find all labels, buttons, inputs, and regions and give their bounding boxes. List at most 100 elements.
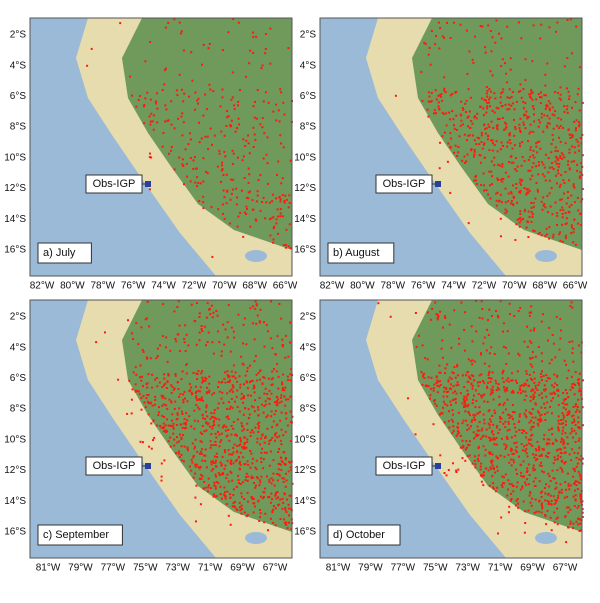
fire-pixel	[569, 388, 572, 391]
fire-pixel	[491, 459, 494, 462]
fire-pixel	[499, 178, 502, 181]
fire-pixel	[196, 302, 198, 304]
fire-pixel	[287, 503, 290, 506]
fire-pixel	[539, 102, 542, 105]
fire-pixel	[580, 529, 583, 532]
fire-pixel	[511, 404, 514, 406]
fire-pixel	[531, 213, 534, 216]
fire-pixel	[239, 443, 242, 446]
lon-tick-label: 72°W	[182, 281, 207, 292]
fire-pixel	[461, 374, 464, 377]
fire-pixel	[202, 195, 205, 198]
fire-pixel	[193, 447, 196, 450]
fire-pixel	[439, 413, 441, 416]
fire-pixel	[253, 410, 256, 413]
fire-pixel	[421, 344, 424, 347]
fire-pixel	[563, 398, 566, 401]
fire-pixel	[247, 408, 250, 411]
fire-pixel	[527, 210, 530, 213]
fire-pixel	[242, 342, 244, 345]
fire-pixel	[567, 511, 570, 514]
fire-pixel	[502, 369, 505, 372]
fire-pixel	[231, 149, 234, 152]
fire-pixel	[255, 303, 258, 306]
fire-pixel	[260, 461, 263, 464]
fire-pixel	[162, 427, 165, 430]
fire-pixel	[269, 450, 272, 453]
fire-pixel	[232, 462, 235, 465]
fire-pixel	[193, 427, 196, 430]
fire-pixel	[237, 313, 240, 316]
fire-pixel	[232, 18, 235, 20]
fire-pixel	[545, 233, 548, 236]
fire-pixel	[233, 104, 236, 107]
fire-pixel	[443, 386, 446, 389]
fire-pixel	[506, 96, 509, 99]
fire-pixel	[525, 436, 527, 439]
fire-pixel	[506, 81, 509, 84]
fire-pixel	[572, 467, 575, 470]
fire-pixel	[514, 128, 517, 131]
station-marker	[145, 463, 151, 469]
fire-pixel	[537, 173, 540, 176]
fire-pixel	[213, 412, 216, 415]
fire-pixel	[457, 383, 460, 386]
fire-pixel	[488, 184, 491, 187]
fire-pixel	[511, 203, 514, 205]
fire-pixel	[563, 110, 566, 113]
fire-pixel	[167, 374, 170, 377]
fire-pixel	[564, 432, 567, 435]
fire-pixel	[284, 509, 287, 512]
fire-pixel	[242, 363, 245, 366]
fire-pixel	[284, 246, 287, 249]
fire-pixel	[530, 419, 532, 422]
fire-pixel	[468, 440, 471, 443]
fire-pixel	[235, 508, 238, 511]
fire-pixel	[164, 346, 167, 349]
fire-pixel	[281, 389, 284, 392]
fire-pixel	[547, 501, 550, 504]
fire-pixel	[254, 354, 257, 357]
fire-pixel	[523, 382, 526, 385]
lake	[535, 250, 557, 262]
fire-pixel	[230, 433, 233, 436]
fire-pixel	[246, 441, 249, 444]
fire-pixel	[270, 482, 273, 485]
fire-pixel	[574, 405, 577, 408]
fire-pixel	[285, 457, 287, 459]
fire-pixel	[561, 240, 564, 243]
fire-pixel	[284, 485, 287, 488]
fire-pixel	[481, 147, 484, 150]
fire-pixel	[151, 120, 154, 123]
fire-pixel	[530, 504, 533, 507]
fire-pixel	[217, 402, 220, 405]
fire-pixel	[243, 511, 246, 514]
fire-pixel	[237, 100, 240, 103]
fire-pixel	[265, 201, 268, 204]
fire-pixel	[532, 229, 535, 232]
fire-pixel	[442, 400, 445, 403]
fire-pixel	[579, 495, 582, 498]
fire-pixel	[501, 377, 504, 380]
fire-pixel	[478, 429, 480, 432]
fire-pixel	[581, 508, 584, 511]
fire-pixel	[581, 154, 584, 157]
fire-pixel	[567, 482, 570, 485]
fire-pixel	[498, 118, 501, 120]
fire-pixel	[470, 120, 473, 122]
fire-pixel	[262, 376, 265, 379]
fire-pixel	[482, 184, 485, 187]
fire-pixel	[478, 421, 481, 424]
fire-pixel	[473, 149, 476, 151]
fire-pixel	[452, 413, 454, 416]
fire-pixel	[424, 42, 427, 45]
fire-pixel	[180, 115, 183, 118]
fire-pixel	[526, 379, 529, 382]
fire-pixel	[454, 91, 457, 93]
fire-pixel	[197, 406, 200, 409]
fire-pixel	[544, 235, 547, 238]
fire-pixel	[136, 390, 139, 393]
fire-pixel	[285, 511, 288, 514]
lon-tick-label: 72°W	[472, 281, 497, 292]
fire-pixel	[272, 193, 274, 196]
